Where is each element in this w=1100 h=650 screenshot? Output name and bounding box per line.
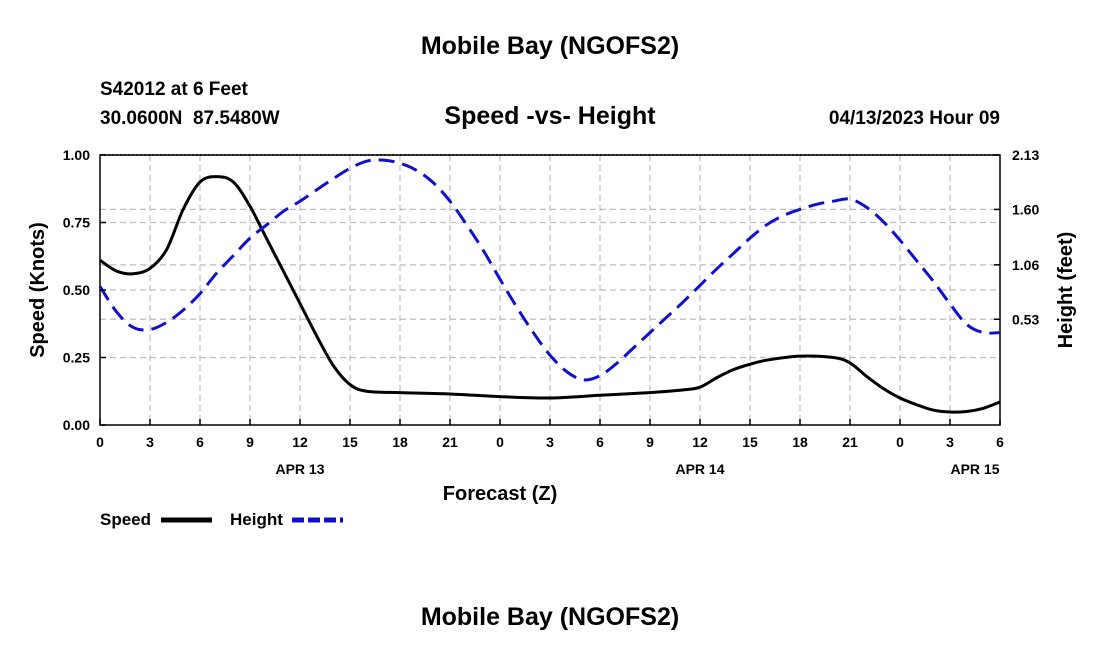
x-tick-label: 0 <box>896 434 904 450</box>
date-label: APR 14 <box>675 461 724 477</box>
x-tick-label: 12 <box>292 434 308 450</box>
legend: Speed Height <box>100 510 343 529</box>
legend-height-label: Height <box>230 510 283 529</box>
legend-speed-label: Speed <box>100 510 151 529</box>
y-tick-label: 0.25 <box>63 350 90 366</box>
y2-tick-label: 0.53 <box>1012 311 1039 327</box>
x-tick-label: 21 <box>842 434 858 450</box>
x-tick-label: 15 <box>342 434 358 450</box>
series-line-height <box>98 158 1001 382</box>
x-tick-label: 15 <box>742 434 758 450</box>
x-tick-label: 0 <box>96 434 104 450</box>
x-tick-label: 9 <box>246 434 254 450</box>
x-tick-label: 6 <box>596 434 604 450</box>
tick-layer: 0 3 6 9 12 15 18 21 0 3 6 9 12 15 18 21 0 3 6 APR 13 APR 14 A… <box>63 147 1040 477</box>
y2-tick-label: 1.60 <box>1012 201 1039 217</box>
y-tick-label: 0.50 <box>63 282 90 298</box>
series-layer <box>98 158 1001 414</box>
y-tick-label: 0.75 <box>63 215 90 231</box>
x-tick-label: 9 <box>646 434 654 450</box>
x-tick-label: 6 <box>996 434 1004 450</box>
x-tick-label: 3 <box>546 434 554 450</box>
page-title-bottom: Mobile Bay (NGOFS2) <box>421 603 679 631</box>
x-tick-label: 3 <box>146 434 154 450</box>
y2-tick-label: 2.13 <box>1012 147 1039 163</box>
run-time: 04/13/2023 Hour 09 <box>829 108 1000 129</box>
date-label: APR 15 <box>950 461 999 477</box>
x-axis-label: Forecast (Z) <box>443 483 557 505</box>
y-axis-label: Speed (Knots) <box>27 222 49 358</box>
station-coordinates: 30.0600N 87.5480W <box>100 108 280 129</box>
y-tick-label: 1.00 <box>63 147 90 163</box>
page-title-top: Mobile Bay (NGOFS2) <box>421 32 679 60</box>
y2-axis-label: Height (feet) <box>1055 232 1077 349</box>
x-tick-label: 18 <box>392 434 408 450</box>
station-id: S42012 at 6 Feet <box>100 79 249 100</box>
date-label: APR 13 <box>275 461 324 477</box>
grid-layer <box>100 154 1000 425</box>
y2-tick-label: 1.06 <box>1012 257 1039 273</box>
x-tick-label: 18 <box>792 434 808 450</box>
x-tick-label: 12 <box>692 434 708 450</box>
x-tick-label: 0 <box>496 434 504 450</box>
x-tick-label: 3 <box>946 434 954 450</box>
x-tick-label: 21 <box>442 434 458 450</box>
x-tick-label: 6 <box>196 434 204 450</box>
series-line-speed <box>99 175 1001 414</box>
y-tick-label: 0.00 <box>63 417 90 433</box>
chart-subtitle: Speed -vs- Height <box>444 102 656 130</box>
